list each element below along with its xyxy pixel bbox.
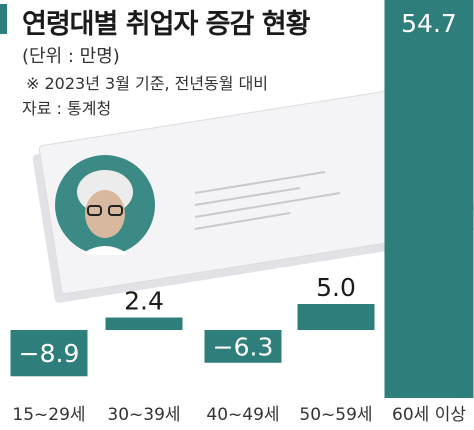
source-label: 자료 : 통계청 [22,99,112,118]
value-label-2: −6.3 [213,332,274,361]
value-label-0: −8.9 [19,339,80,368]
category-labels-group: 15~29세 30~39세 40~49세 50~59세 60세 이상 [12,405,466,425]
category-label-2: 40~49세 [206,405,279,425]
unit-label: (단위 : 만명) [22,46,120,67]
resume-card-illustration [32,80,474,303]
bar-0 [10,330,88,377]
value-labels-group: −8.9 2.4 −6.3 5.0 54.7 [19,9,457,368]
bar-4 [384,0,474,398]
value-label-4: 54.7 [401,9,457,38]
category-label-0: 15~29세 [12,405,85,425]
bar-2 [204,330,282,363]
value-label-1: 2.4 [124,287,164,316]
bar-1 [105,317,183,330]
category-label-3: 50~59세 [299,405,372,425]
bars-group [10,0,474,398]
category-label-1: 30~39세 [107,405,180,425]
footnote: ※ 2023년 3월 기준, 전년동월 대비 [26,74,269,93]
bar-3 [297,304,375,330]
category-label-4: 60세 이상 [392,405,466,425]
chart-title: 연령대별 취업자 증감 현황 [22,9,310,40]
value-label-3: 5.0 [316,273,356,302]
title-accent-bar [0,4,7,34]
